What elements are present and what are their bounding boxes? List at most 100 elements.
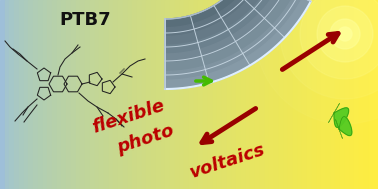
Polygon shape bbox=[165, 0, 264, 36]
Bar bbox=[250, 0, 256, 189]
Polygon shape bbox=[165, 0, 280, 54]
Bar bbox=[94, 0, 100, 189]
Bar bbox=[142, 0, 147, 189]
Bar bbox=[137, 0, 143, 189]
Bar bbox=[61, 0, 67, 189]
Bar bbox=[288, 0, 294, 189]
Polygon shape bbox=[334, 108, 349, 127]
Circle shape bbox=[255, 0, 378, 124]
Bar bbox=[373, 0, 378, 189]
Polygon shape bbox=[165, 0, 303, 80]
Bar bbox=[146, 0, 152, 189]
Bar bbox=[355, 0, 360, 189]
Bar bbox=[23, 0, 29, 189]
Bar bbox=[127, 0, 133, 189]
Bar bbox=[5, 0, 11, 189]
Polygon shape bbox=[165, 0, 257, 28]
Bar bbox=[113, 0, 119, 189]
Bar bbox=[80, 0, 86, 189]
Bar bbox=[217, 0, 223, 189]
Bar bbox=[246, 0, 251, 189]
Polygon shape bbox=[339, 117, 352, 136]
Bar bbox=[118, 0, 124, 189]
Bar bbox=[350, 0, 355, 189]
Bar bbox=[331, 0, 336, 189]
Bar bbox=[293, 0, 299, 189]
Bar bbox=[28, 0, 34, 189]
Bar bbox=[123, 0, 129, 189]
Bar bbox=[198, 0, 204, 189]
Bar bbox=[265, 0, 270, 189]
Bar bbox=[57, 0, 62, 189]
Bar bbox=[0, 0, 6, 189]
Bar bbox=[326, 0, 332, 189]
Bar bbox=[222, 0, 228, 189]
Bar bbox=[180, 0, 185, 189]
Bar bbox=[227, 0, 232, 189]
Bar bbox=[345, 0, 351, 189]
Bar bbox=[279, 0, 285, 189]
Bar bbox=[19, 0, 25, 189]
Bar bbox=[38, 0, 43, 189]
Bar bbox=[274, 0, 280, 189]
Bar bbox=[47, 0, 53, 189]
Text: photo: photo bbox=[115, 121, 177, 157]
Bar bbox=[364, 0, 370, 189]
Polygon shape bbox=[165, 0, 288, 63]
Bar bbox=[14, 0, 20, 189]
Bar bbox=[184, 0, 190, 189]
Bar bbox=[260, 0, 266, 189]
Text: PTB7: PTB7 bbox=[59, 11, 111, 29]
Bar bbox=[132, 0, 138, 189]
Bar bbox=[99, 0, 105, 189]
Bar bbox=[236, 0, 242, 189]
Bar bbox=[316, 0, 322, 189]
Bar bbox=[90, 0, 96, 189]
Bar bbox=[269, 0, 275, 189]
Bar bbox=[189, 0, 195, 189]
Bar bbox=[156, 0, 162, 189]
Bar bbox=[212, 0, 218, 189]
Circle shape bbox=[280, 0, 378, 99]
Polygon shape bbox=[165, 0, 272, 45]
Circle shape bbox=[330, 19, 360, 49]
Text: flexible: flexible bbox=[90, 97, 167, 137]
Bar bbox=[175, 0, 181, 189]
Bar bbox=[302, 0, 308, 189]
Bar bbox=[231, 0, 237, 189]
Bar bbox=[161, 0, 166, 189]
Bar bbox=[203, 0, 209, 189]
Polygon shape bbox=[165, 0, 311, 89]
Bar bbox=[208, 0, 214, 189]
Bar bbox=[109, 0, 115, 189]
Bar bbox=[312, 0, 318, 189]
Bar bbox=[241, 0, 247, 189]
Bar bbox=[321, 0, 327, 189]
Circle shape bbox=[317, 6, 373, 62]
Bar bbox=[194, 0, 200, 189]
Bar bbox=[33, 0, 39, 189]
Circle shape bbox=[300, 0, 378, 79]
Text: voltaics: voltaics bbox=[188, 140, 268, 182]
Bar bbox=[52, 0, 58, 189]
Polygon shape bbox=[165, 0, 295, 71]
Bar bbox=[298, 0, 304, 189]
Bar bbox=[336, 0, 341, 189]
Bar bbox=[166, 0, 171, 189]
Bar bbox=[9, 0, 15, 189]
Bar bbox=[170, 0, 176, 189]
Bar bbox=[284, 0, 289, 189]
Bar bbox=[307, 0, 313, 189]
Bar bbox=[66, 0, 72, 189]
Bar bbox=[359, 0, 365, 189]
Bar bbox=[71, 0, 77, 189]
Bar bbox=[76, 0, 81, 189]
Bar bbox=[369, 0, 374, 189]
Circle shape bbox=[338, 27, 352, 41]
Bar bbox=[85, 0, 91, 189]
Bar bbox=[255, 0, 261, 189]
Bar bbox=[42, 0, 48, 189]
Bar bbox=[340, 0, 346, 189]
Bar bbox=[151, 0, 157, 189]
Bar bbox=[104, 0, 110, 189]
